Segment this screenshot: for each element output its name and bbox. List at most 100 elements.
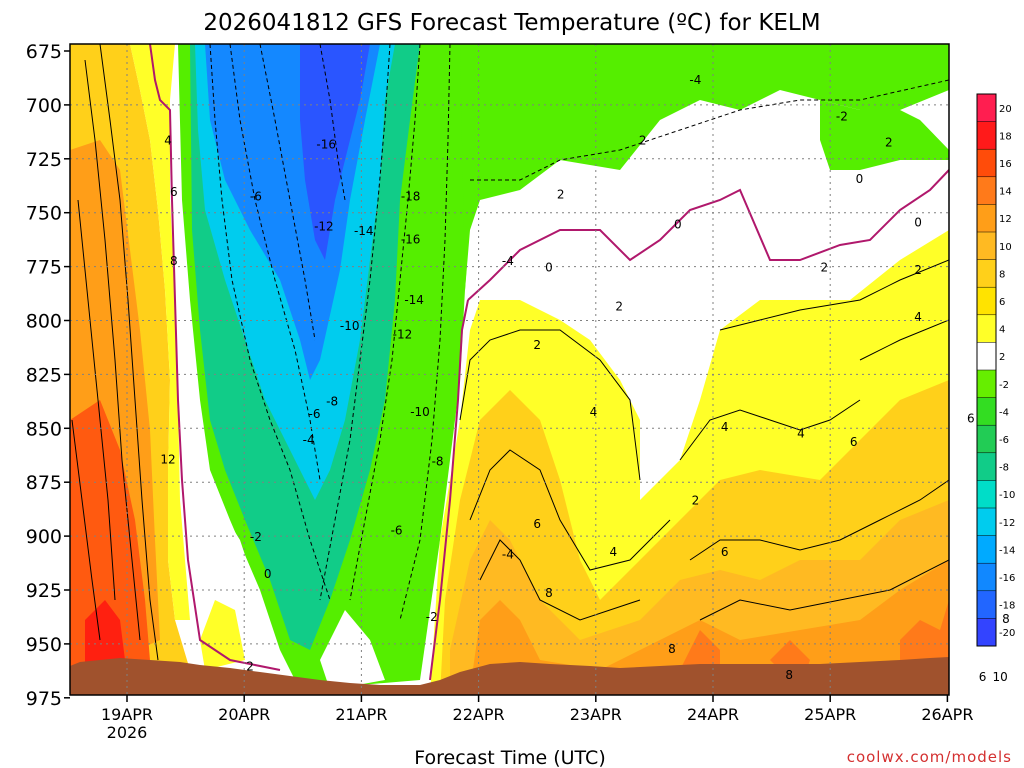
contour-label: 4 [914, 310, 922, 324]
colorbar-swatch [977, 232, 996, 261]
colorbar-label: -10 [999, 490, 1015, 501]
contour-label: 6 [850, 435, 858, 449]
terrain [70, 657, 949, 695]
contour-label: -6 [309, 407, 321, 421]
x-tick-label: 20APR [218, 705, 270, 724]
credit-text: coolwx.com/models [847, 748, 1012, 766]
contour-label: 2 [692, 493, 700, 507]
colorbar-label: -20 [999, 628, 1015, 639]
colorbar-swatch [977, 618, 996, 647]
colorbar-label: 12 [999, 214, 1012, 225]
y-tick-label: 925 [26, 580, 62, 602]
x-tick-label: 22APR [453, 705, 505, 724]
colorbar-label: 2 [999, 352, 1005, 363]
contour-label: 2 [533, 338, 541, 352]
x-tick-label: 26APR [921, 705, 973, 724]
contour-label: 2 [639, 133, 647, 147]
y-axis: 675 700 725 750 775 800 825 850 875 900 925 950 975 [26, 41, 70, 710]
colorbar-label: -18 [999, 601, 1015, 612]
temperature-field [70, 44, 949, 695]
contour-label: 10 [992, 670, 1007, 684]
y-tick-label: 750 [26, 203, 62, 225]
contour-label: 2 [557, 187, 565, 201]
colorbar-swatch [977, 149, 996, 178]
contour-label: 12 [160, 452, 175, 466]
colorbar-swatch [977, 397, 996, 426]
contour-label: 6 [721, 545, 729, 559]
contour-label: -18 [401, 189, 421, 203]
y-tick-label: 950 [26, 634, 62, 656]
y-tick-label: 975 [26, 688, 62, 710]
contour-labels: -4 2 -2 2 4 -16 0 2 6 -6 -18 -12 -14 0 0 -16 8 -4 0 2 2 -14 2 4… [160, 73, 1009, 684]
colorbar: 20 18 16 14 12 10 8 6 4 2 -2 -4 -6 -8 -10 -12 -14 -16 -18 -… [976, 93, 1015, 647]
contour-label: -14 [354, 224, 374, 238]
contour-label: 8 [785, 668, 793, 682]
contour-label: -2 [426, 610, 438, 624]
colorbar-swatch [977, 121, 996, 150]
y-tick-label: 800 [26, 311, 62, 333]
contour-label: -4 [303, 433, 315, 447]
colorbar-swatch [977, 176, 996, 205]
colorbar-label: -2 [999, 380, 1009, 391]
contour-label: 2 [885, 136, 893, 150]
dashed-contours [209, 44, 949, 621]
y-tick-label: 900 [26, 526, 62, 548]
colorbar-label: -4 [999, 407, 1009, 418]
colorbar-label: -6 [999, 435, 1009, 446]
contour-label: 8 [668, 642, 676, 656]
colorbar-label: 8 [999, 269, 1005, 280]
x-tick-label: 19APR [101, 705, 153, 724]
contour-label: 0 [914, 215, 922, 229]
colorbar-label: 16 [999, 159, 1012, 170]
contour-label: 4 [721, 420, 729, 434]
y-tick-label: 875 [26, 472, 62, 494]
upper-green-band [460, 44, 949, 290]
contour-label: 2 [246, 659, 254, 673]
contour-label: -16 [316, 138, 336, 152]
colorbar-swatch [977, 480, 996, 509]
colorbar-swatch [977, 425, 996, 454]
contour-label: 4 [164, 133, 172, 147]
x-tick-label: 23APR [570, 705, 622, 724]
contour-label: -12 [314, 220, 334, 234]
contour-label: -14 [404, 293, 424, 307]
contour-label: -2 [250, 530, 262, 544]
x-tick-label: 25APR [804, 705, 856, 724]
contour-label: -6 [391, 524, 403, 538]
colorbar-swatch [977, 508, 996, 537]
colorbar-label: 18 [999, 131, 1012, 142]
contour-label: 6 [967, 412, 975, 426]
contour-label: 4 [590, 405, 598, 419]
freezing-lines [149, 44, 949, 681]
x-tick-label: 21APR [335, 705, 387, 724]
contour-label: -10 [340, 319, 360, 333]
contour-label: 6 [170, 185, 178, 199]
hot-core-19apr [70, 400, 150, 680]
contour-label: -4 [689, 73, 701, 87]
plot-frame [69, 43, 950, 696]
colorbar-label: 4 [999, 325, 1005, 336]
colorbar-label: 14 [999, 187, 1012, 198]
colorbar-label: 20 [999, 104, 1012, 115]
contour-label: -12 [393, 327, 413, 341]
x-axis: 19APR 20APR 21APR 22APR 23APR 24APR 25APR 26APR [101, 695, 973, 724]
colorbar-label: -12 [999, 518, 1015, 529]
contour-label: -4 [502, 547, 514, 561]
contour-label: 2 [821, 261, 829, 275]
hottest-core-19apr [85, 600, 125, 670]
y-tick-label: 700 [26, 95, 62, 117]
x-tick-year: 2026 [107, 723, 148, 742]
contour-label: 2 [914, 263, 922, 277]
colorbar-swatch [977, 452, 996, 481]
y-tick-label: 775 [26, 257, 62, 279]
yellow-pocket-20apr [200, 600, 245, 670]
contour-label: 8 [545, 586, 553, 600]
contour-lines [71, 44, 949, 661]
colorbar-label: 10 [999, 242, 1012, 253]
warm-region-22apr-deep [470, 560, 949, 695]
colorbar-swatch [977, 287, 996, 316]
x-axis-label: Forecast Time (UTC) [414, 747, 605, 768]
contour-label: 0 [264, 567, 272, 581]
contour-label: -10 [410, 405, 430, 419]
